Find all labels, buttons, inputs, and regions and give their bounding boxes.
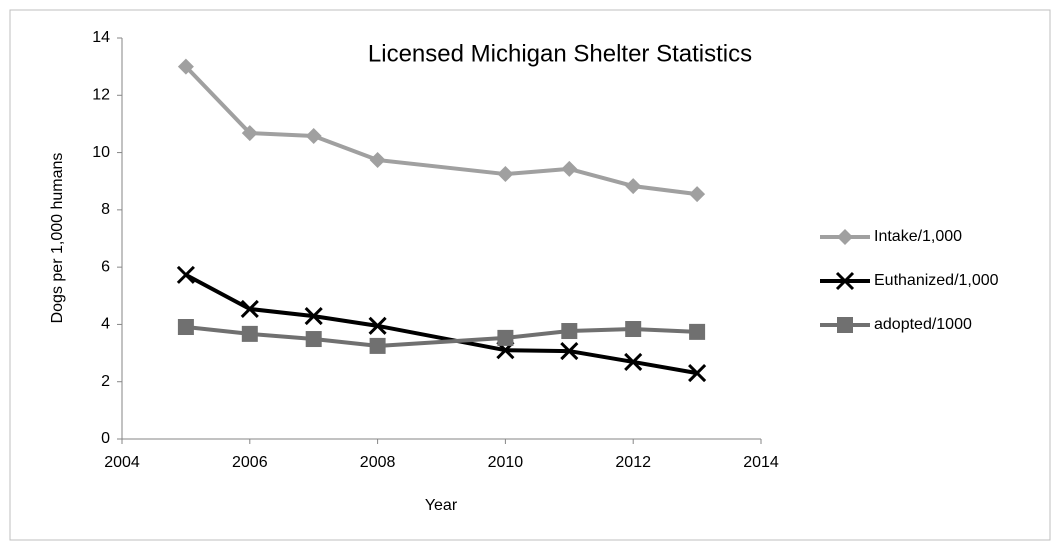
y-tick-label: 12 xyxy=(92,87,110,104)
marker xyxy=(624,352,643,372)
x-tick-label: 2014 xyxy=(743,454,779,471)
marker xyxy=(835,271,855,291)
y-tick-label: 10 xyxy=(92,144,110,161)
marker xyxy=(305,127,322,144)
y-tick-label: 14 xyxy=(92,29,110,46)
marker xyxy=(837,229,853,245)
marker xyxy=(304,307,323,326)
marker xyxy=(625,321,642,338)
marker xyxy=(241,325,258,342)
legend-label: Intake/1,000 xyxy=(874,228,962,245)
x-axis-label: Year xyxy=(425,497,458,514)
y-tick-label: 6 xyxy=(101,258,110,275)
marker xyxy=(497,329,514,346)
legend-label: Euthanized/1,000 xyxy=(874,272,999,289)
series-line xyxy=(184,273,698,376)
marker xyxy=(561,160,578,177)
marker xyxy=(368,316,387,335)
x-tick-label: 2004 xyxy=(104,454,140,471)
marker xyxy=(497,166,514,183)
y-tick-label: 8 xyxy=(101,201,110,218)
marker xyxy=(369,337,386,354)
marker xyxy=(837,317,853,333)
marker xyxy=(176,265,195,284)
y-tick-label: 0 xyxy=(101,430,110,447)
marker xyxy=(688,364,707,383)
marker xyxy=(241,125,258,142)
marker xyxy=(177,319,194,336)
y-tick-label: 4 xyxy=(101,316,110,333)
series-line xyxy=(185,325,698,348)
legend-label: adopted/1000 xyxy=(874,316,972,333)
series-line xyxy=(184,65,698,197)
marker xyxy=(240,299,259,319)
y-axis-label: Dogs per 1,000 humans xyxy=(49,153,66,324)
y-tick-label: 2 xyxy=(101,373,110,390)
marker xyxy=(625,178,642,195)
x-tick-label: 2006 xyxy=(232,454,268,471)
marker xyxy=(689,323,706,340)
chart-border xyxy=(9,9,1051,541)
x-tick-label: 2012 xyxy=(615,454,651,471)
marker xyxy=(560,342,579,361)
chart-title: Licensed Michigan Shelter Statistics xyxy=(368,40,752,67)
marker xyxy=(305,331,322,348)
marker xyxy=(369,152,386,169)
marker xyxy=(177,58,194,75)
x-tick-label: 2008 xyxy=(360,454,396,471)
marker xyxy=(689,186,706,203)
marker xyxy=(561,323,578,340)
x-tick-label: 2010 xyxy=(488,454,524,471)
